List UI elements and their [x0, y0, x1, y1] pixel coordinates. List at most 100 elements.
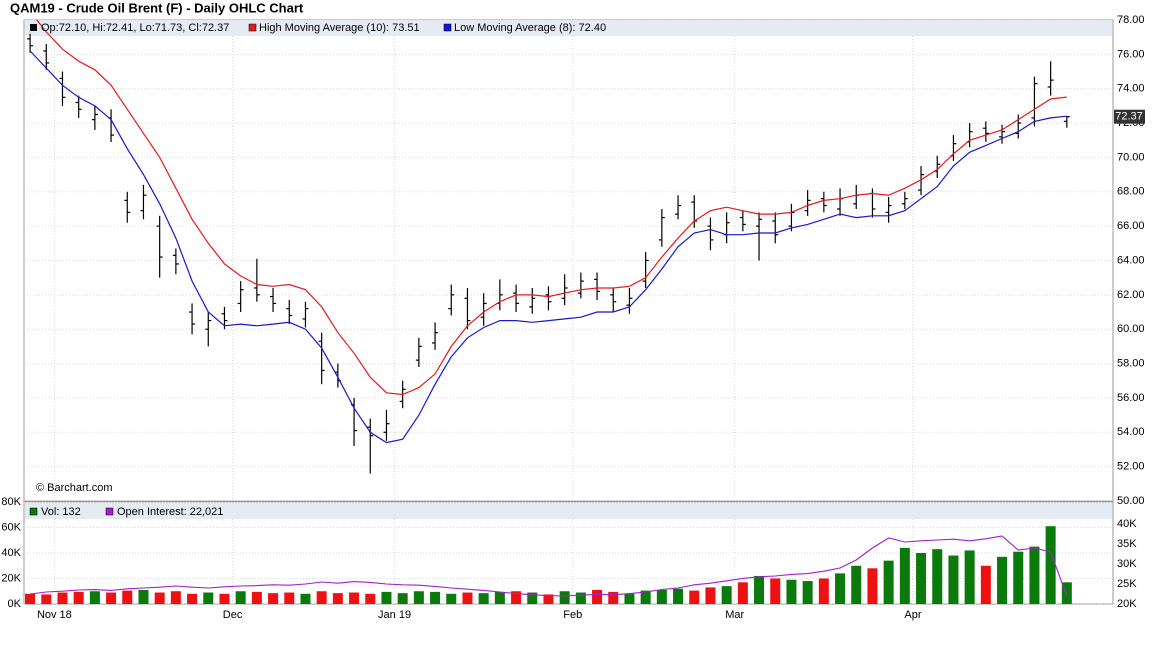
volume-bar	[138, 589, 149, 604]
volume-legend-strip	[25, 503, 1112, 519]
volume-bar	[397, 593, 408, 604]
chart-title: QAM19 - Crude Oil Brent (F) - Daily OHLC…	[10, 0, 304, 15]
legend-label: Low Moving Average (8): 72.40	[454, 22, 606, 34]
volume-bar	[219, 593, 230, 604]
volume-bar	[673, 588, 684, 604]
volume-bar	[1045, 526, 1056, 604]
legend-label: Vol: 132	[41, 506, 81, 518]
volume-bar	[867, 568, 878, 604]
volume-bar	[251, 591, 262, 604]
volume-bar	[980, 565, 991, 604]
volume-bar	[381, 591, 392, 604]
volume-bar	[592, 589, 603, 604]
volume-bar	[851, 565, 862, 604]
legend-swatch	[248, 23, 257, 32]
volume-bar	[818, 578, 829, 604]
y-tick-label: 74.00	[1117, 83, 1145, 95]
volume-bar	[73, 591, 84, 604]
volume-bar	[689, 590, 700, 604]
volume-bar	[365, 593, 376, 604]
volume-bar	[413, 591, 424, 604]
y-tick-label: 80K	[1, 496, 21, 508]
volume-bar	[268, 593, 279, 604]
volume-bar	[478, 593, 489, 604]
volume-bar	[997, 556, 1008, 604]
volume-bar	[57, 592, 68, 604]
volume-bar	[235, 591, 246, 604]
volume-bar	[332, 593, 343, 604]
volume-bar	[640, 590, 651, 604]
legend-swatch	[29, 507, 38, 516]
y-tick-label: 62.00	[1117, 289, 1145, 301]
volume-bar	[883, 560, 894, 604]
y-tick-label: 40K	[1, 547, 21, 559]
x-tick-label: Apr	[904, 609, 921, 621]
y2-tick-label: 30K	[1117, 558, 1137, 570]
price-plot	[24, 20, 1113, 501]
y2-tick-label: 20K	[1117, 598, 1137, 610]
legend-label: High Moving Average (10): 73.51	[259, 22, 420, 34]
x-tick-label: Jan 19	[378, 609, 411, 621]
copyright: © Barchart.com	[36, 482, 113, 494]
volume-bar	[122, 590, 133, 604]
volume-bar	[705, 587, 716, 604]
volume-bar	[656, 589, 667, 604]
volume-bar	[494, 591, 505, 604]
last-price-box	[1114, 109, 1145, 124]
last-price-label: 72.37	[1115, 111, 1143, 123]
volume-bar	[964, 550, 975, 604]
volume-bar	[786, 579, 797, 604]
volume-bar	[1061, 582, 1072, 604]
volume-bar	[624, 593, 635, 604]
y-tick-label: 20K	[1, 572, 21, 584]
y-tick-label: 50.00	[1117, 495, 1145, 507]
volume-bar	[575, 592, 586, 604]
volume-bar	[1013, 551, 1024, 604]
volume-bar	[608, 591, 619, 604]
volume-bar	[430, 591, 441, 604]
volume-bar	[948, 555, 959, 604]
volume-bar	[446, 593, 457, 604]
x-tick-label: Dec	[223, 609, 243, 621]
price-panel	[23, 19, 1114, 502]
volume-bar	[543, 594, 554, 604]
volume-bar	[462, 592, 473, 604]
volume-bar	[41, 594, 52, 604]
y-tick-label: 52.00	[1117, 461, 1145, 473]
volume-bar	[802, 581, 813, 604]
y-tick-label: 60K	[1, 521, 21, 533]
volume-bar	[187, 593, 198, 604]
y-tick-label: 66.00	[1117, 220, 1145, 232]
volume-bar	[89, 591, 100, 604]
volume-bar	[1029, 546, 1040, 604]
y-tick-label: 60.00	[1117, 323, 1145, 335]
volume-bar	[527, 592, 538, 604]
y-tick-label: 64.00	[1117, 254, 1145, 266]
volume-bar	[300, 593, 311, 604]
legend-label: Op:72.10, Hi:72.41, Lo:71.73, Cl:72.37	[41, 22, 229, 34]
volume-bar	[754, 575, 765, 604]
moving-average-line	[29, 50, 1067, 444]
volume-bar	[316, 591, 327, 604]
y-tick-label: 78.00	[1117, 14, 1145, 26]
y2-tick-label: 25K	[1117, 578, 1137, 590]
volume-bar	[203, 592, 214, 604]
y2-tick-label: 40K	[1117, 518, 1137, 530]
legend-swatch	[105, 507, 114, 516]
volume-bar	[770, 578, 781, 604]
volume-bar	[721, 586, 732, 604]
volume-bar	[25, 593, 36, 604]
y-tick-label: 54.00	[1117, 426, 1145, 438]
volume-bar	[511, 591, 522, 604]
y2-tick-label: 35K	[1117, 538, 1137, 550]
legend-swatch	[443, 23, 452, 32]
y-tick-label: 0K	[8, 598, 22, 610]
y-tick-label: 70.00	[1117, 151, 1145, 163]
volume-bar	[106, 592, 117, 604]
volume-bar	[932, 549, 943, 604]
y-tick-label: 56.00	[1117, 392, 1145, 404]
legend-swatch	[30, 24, 37, 31]
y-tick-label: 58.00	[1117, 357, 1145, 369]
volume-bar	[899, 547, 910, 604]
